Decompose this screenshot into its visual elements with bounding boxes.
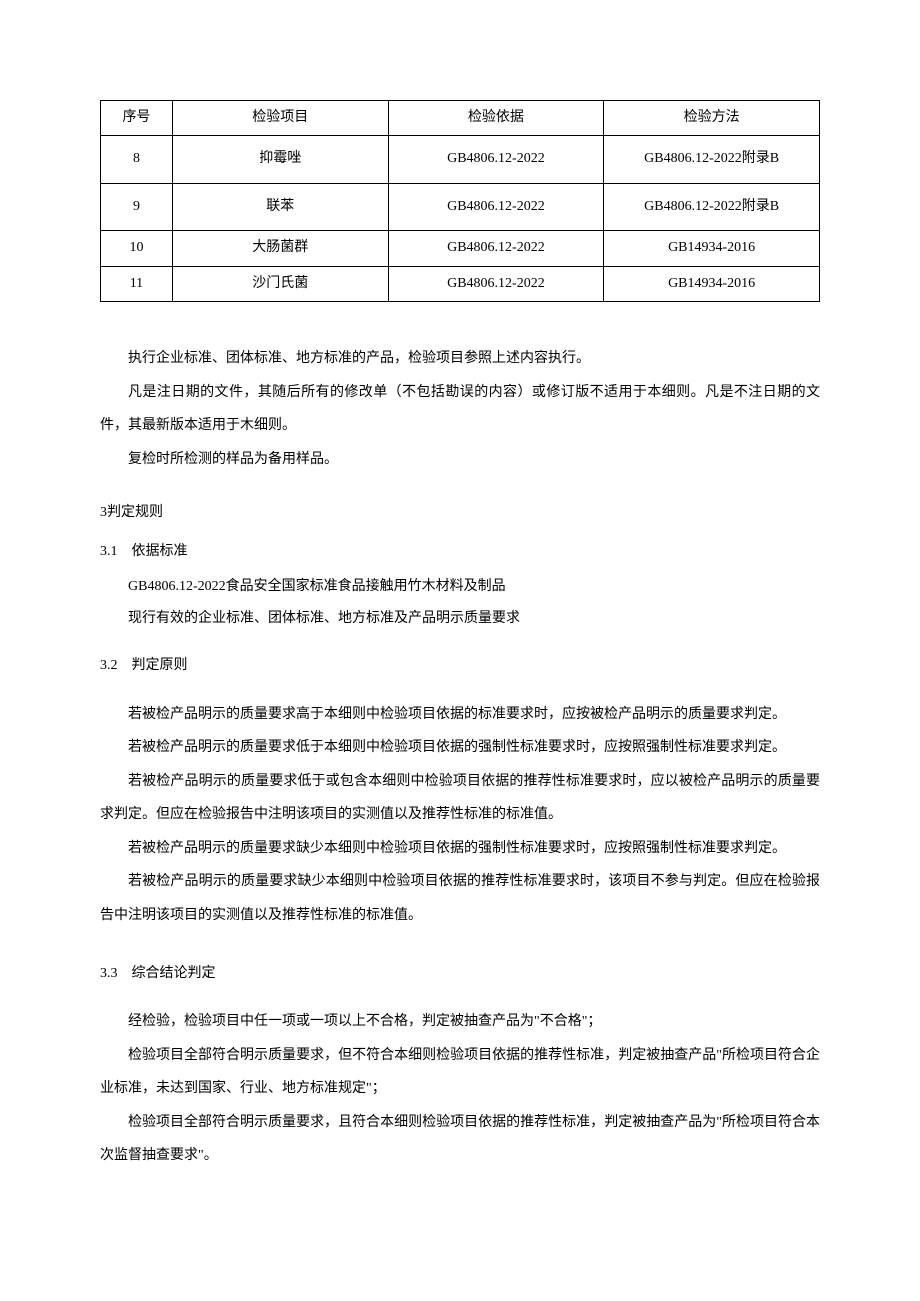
s33-p1: 经检验，检验项目中任一项或一项以上不合格，判定被抽查产品为"不合格"； xyxy=(100,1005,820,1039)
inspection-table: 序号 检验项目 检验依据 检验方法 8 抑霉唑 GB4806.12-2022 G… xyxy=(100,100,820,302)
cell-num: 10 xyxy=(101,231,173,266)
table-header-row: 序号 检验项目 检验依据 检验方法 xyxy=(101,101,820,136)
s32-p4: 若被检产品明示的质量要求缺少本细则中检验项目依据的强制性标准要求时，应按照强制性… xyxy=(100,832,820,866)
s32-p3: 若被检产品明示的质量要求低于或包含本细则中检验项目依据的推荐性标准要求时，应以被… xyxy=(100,765,820,832)
s33-p3: 检验项目全部符合明示质量要求，且符合本细则检验项目依据的推荐性标准，判定被抽查产… xyxy=(100,1106,820,1173)
intro-p1: 执行企业标准、团体标准、地方标准的产品，检验项目参照上述内容执行。 xyxy=(100,342,820,376)
cell-method: GB4806.12-2022附录B xyxy=(604,136,820,183)
intro-p3: 复检时所检测的样品为备用样品。 xyxy=(100,443,820,477)
cell-item: 抑霉唑 xyxy=(172,136,388,183)
cell-num: 11 xyxy=(101,266,173,301)
s32-p2: 若被检产品明示的质量要求低于本细则中检验项目依据的强制性标准要求时，应按照强制性… xyxy=(100,731,820,765)
intro-p2: 凡是注日期的文件，其随后所有的修改单（不包括勘误的内容）或修订版不适用于本细则。… xyxy=(100,376,820,443)
cell-method: GB4806.12-2022附录B xyxy=(604,183,820,230)
intro-block: 执行企业标准、团体标准、地方标准的产品，检验项目参照上述内容执行。 凡是注日期的… xyxy=(100,342,820,476)
cell-method: GB14934-2016 xyxy=(604,231,820,266)
cell-item: 沙门氏菌 xyxy=(172,266,388,301)
section-3-3-heading: 3.3 综合结论判定 xyxy=(100,963,820,985)
th-item: 检验项目 xyxy=(172,101,388,136)
section-3-2-body: 若被检产品明示的质量要求高于本细则中检验项目依据的标准要求时，应按被检产品明示的… xyxy=(100,698,820,933)
cell-method: GB14934-2016 xyxy=(604,266,820,301)
th-num: 序号 xyxy=(101,101,173,136)
cell-basis: GB4806.12-2022 xyxy=(388,231,604,266)
section-3-1-line1: GB4806.12-2022食品安全国家标准食品接触用竹木材料及制品 xyxy=(100,573,820,601)
table-row: 9 联苯 GB4806.12-2022 GB4806.12-2022附录B xyxy=(101,183,820,230)
s32-p1: 若被检产品明示的质量要求高于本细则中检验项目依据的标准要求时，应按被检产品明示的… xyxy=(100,698,820,732)
cell-basis: GB4806.12-2022 xyxy=(388,136,604,183)
table-row: 10 大肠菌群 GB4806.12-2022 GB14934-2016 xyxy=(101,231,820,266)
section-3-3-body: 经检验，检验项目中任一项或一项以上不合格，判定被抽查产品为"不合格"； 检验项目… xyxy=(100,1005,820,1173)
cell-basis: GB4806.12-2022 xyxy=(388,183,604,230)
s32-p5: 若被检产品明示的质量要求缺少本细则中检验项目依据的推荐性标准要求时，该项目不参与… xyxy=(100,865,820,932)
section-3-1-heading: 3.1 依据标准 xyxy=(100,541,820,563)
cell-item: 大肠菌群 xyxy=(172,231,388,266)
table-row: 8 抑霉唑 GB4806.12-2022 GB4806.12-2022附录B xyxy=(101,136,820,183)
s33-p2: 检验项目全部符合明示质量要求，但不符合本细则检验项目依据的推荐性标准，判定被抽查… xyxy=(100,1039,820,1106)
section-3-heading: 3判定规则 xyxy=(100,502,820,524)
section-3-1-line2: 现行有效的企业标准、团体标准、地方标准及产品明示质量要求 xyxy=(100,605,820,633)
cell-num: 8 xyxy=(101,136,173,183)
section-3-2-heading: 3.2 判定原则 xyxy=(100,655,820,677)
th-basis: 检验依据 xyxy=(388,101,604,136)
cell-basis: GB4806.12-2022 xyxy=(388,266,604,301)
table-row: 11 沙门氏菌 GB4806.12-2022 GB14934-2016 xyxy=(101,266,820,301)
th-method: 检验方法 xyxy=(604,101,820,136)
cell-item: 联苯 xyxy=(172,183,388,230)
cell-num: 9 xyxy=(101,183,173,230)
